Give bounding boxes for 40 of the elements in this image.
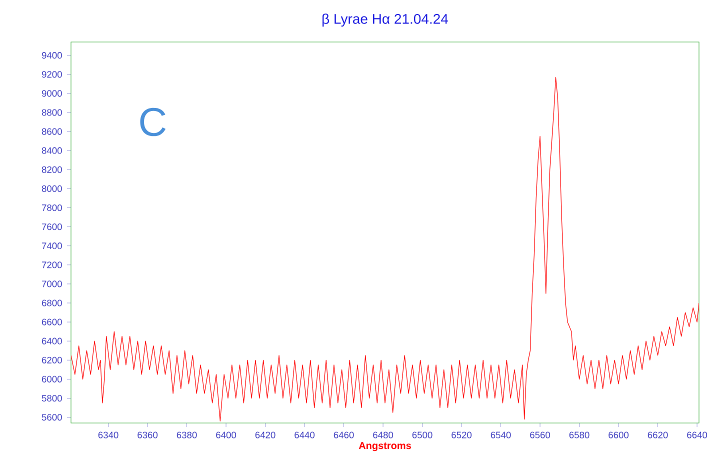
- x-tick-label: 6500: [412, 432, 432, 438]
- x-tick-label: 6580: [569, 432, 590, 438]
- x-tick-label: 6480: [373, 432, 394, 438]
- x-tick-label: 6540: [490, 432, 511, 438]
- x-axis-title: Angstroms: [358, 442, 411, 452]
- y-tick-label: 6000: [42, 376, 62, 382]
- y-tick-label: 7600: [42, 223, 62, 230]
- y-tick-label: 7800: [42, 204, 62, 212]
- y-tick-label: 8400: [42, 147, 62, 154]
- x-tick-label: 6520: [452, 432, 472, 438]
- x-tick-label: 6380: [176, 432, 197, 438]
- y-tick-label: 9000: [42, 90, 62, 97]
- x-tick-label: 6400: [216, 432, 236, 438]
- x-tick-label: 6440: [294, 432, 315, 438]
- x-tick-label: 6360: [138, 432, 158, 438]
- y-tick-label: 7000: [42, 280, 62, 288]
- y-tick-label: 6800: [42, 300, 62, 306]
- x-tick-label: 6620: [648, 432, 668, 438]
- x-tick-label: 6420: [255, 432, 276, 438]
- y-tick-label: 9200: [42, 71, 62, 78]
- y-tick-label: 8600: [42, 128, 62, 135]
- line-series: [71, 76, 699, 422]
- x-tick-label: 6640: [687, 432, 708, 438]
- chart-title: β Lyrae Hα 21.04.24: [322, 14, 448, 27]
- y-tick-label: 7400: [42, 242, 62, 250]
- y-tick-label: 7200: [42, 262, 62, 268]
- y-tick-label: 6400: [42, 338, 62, 344]
- x-tick-label: 6560: [530, 432, 550, 438]
- x-tick-label: 6460: [334, 432, 354, 438]
- y-tick-label: 9400: [42, 52, 62, 59]
- x-tick-label: 6340: [98, 432, 118, 438]
- y-tick-label: 8000: [42, 185, 62, 192]
- x-tick-label: 6600: [608, 432, 629, 438]
- y-tick-label: 6200: [42, 356, 62, 364]
- annotation: C: [140, 108, 166, 136]
- y-tick-label: 5600: [42, 414, 62, 421]
- y-tick-label: 5800: [42, 394, 62, 402]
- y-tick-label: 6600: [42, 318, 62, 326]
- y-tick-label: 8200: [42, 166, 62, 173]
- y-tick-label: 8800: [42, 109, 62, 116]
